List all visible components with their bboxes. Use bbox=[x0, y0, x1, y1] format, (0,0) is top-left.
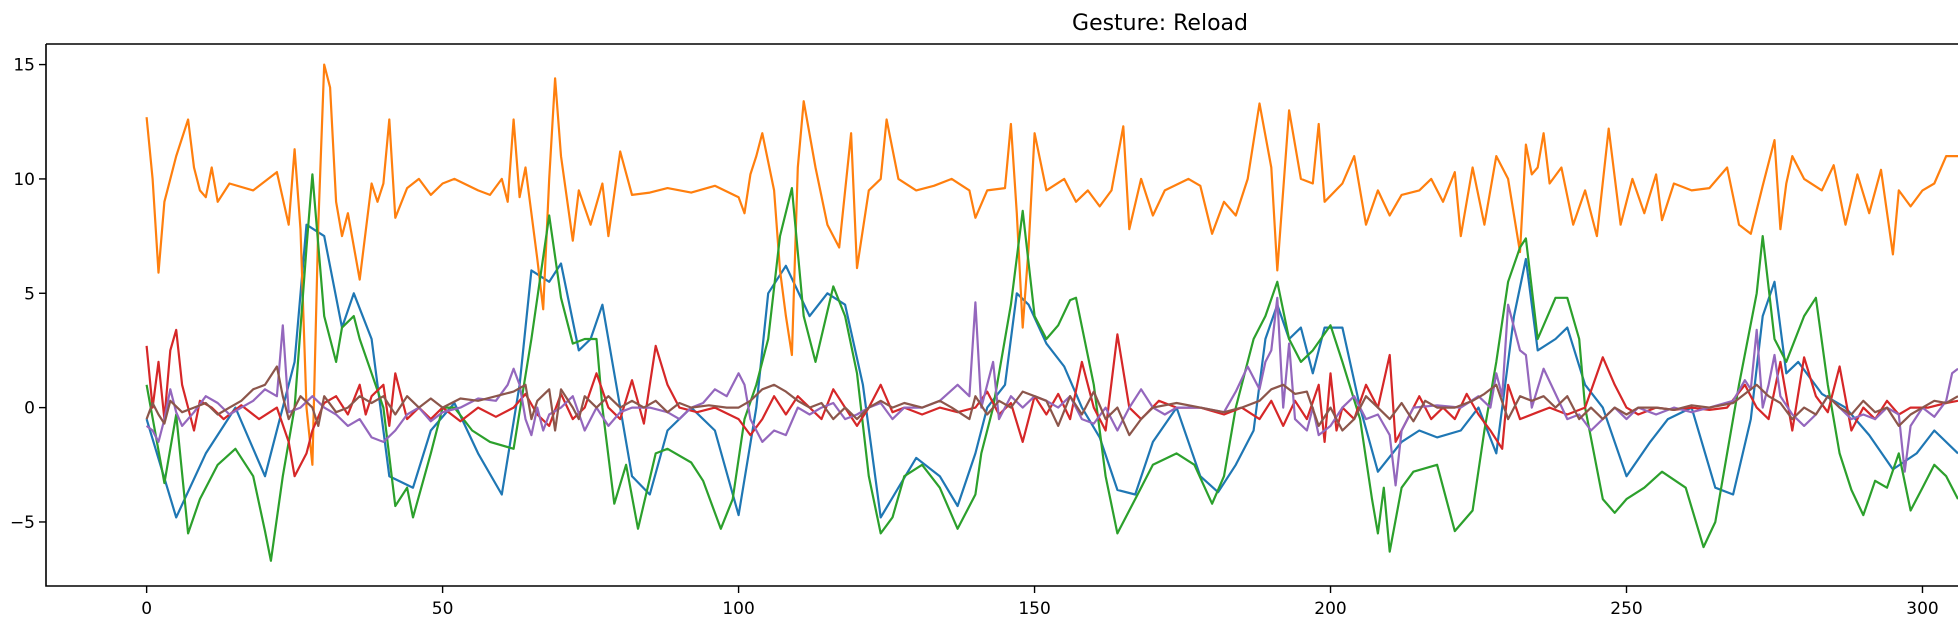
series-line-2 bbox=[145, 63, 1958, 466]
axes-layer: 0 50 100 150 200 250 300 −5 0 5 10 15 bbox=[10, 43, 1958, 619]
y-tick-label: −5 bbox=[10, 513, 35, 533]
series-line-1 bbox=[145, 223, 1958, 519]
series-line-4 bbox=[145, 328, 1958, 478]
x-tick-label: 200 bbox=[1314, 599, 1346, 619]
x-tick-label: 100 bbox=[722, 599, 754, 619]
y-tick-label: 5 bbox=[24, 284, 35, 304]
series-line-6 bbox=[145, 365, 1958, 437]
x-tick-label: 250 bbox=[1610, 599, 1642, 619]
series-layer bbox=[145, 63, 1958, 562]
x-tick-label: 150 bbox=[1018, 599, 1050, 619]
series-line-3 bbox=[145, 173, 1958, 562]
x-tick-label: 300 bbox=[1906, 599, 1938, 619]
x-tick-label: 0 bbox=[141, 599, 152, 619]
series-line-5 bbox=[145, 296, 1958, 487]
x-tick-label: 50 bbox=[432, 599, 454, 619]
y-tick-label: 15 bbox=[13, 56, 35, 76]
y-tick-label: 10 bbox=[13, 170, 35, 190]
chart-title: Gesture: Reload bbox=[1072, 11, 1248, 36]
y-tick-label: 0 bbox=[24, 399, 35, 419]
axes-frame bbox=[45, 43, 1958, 587]
